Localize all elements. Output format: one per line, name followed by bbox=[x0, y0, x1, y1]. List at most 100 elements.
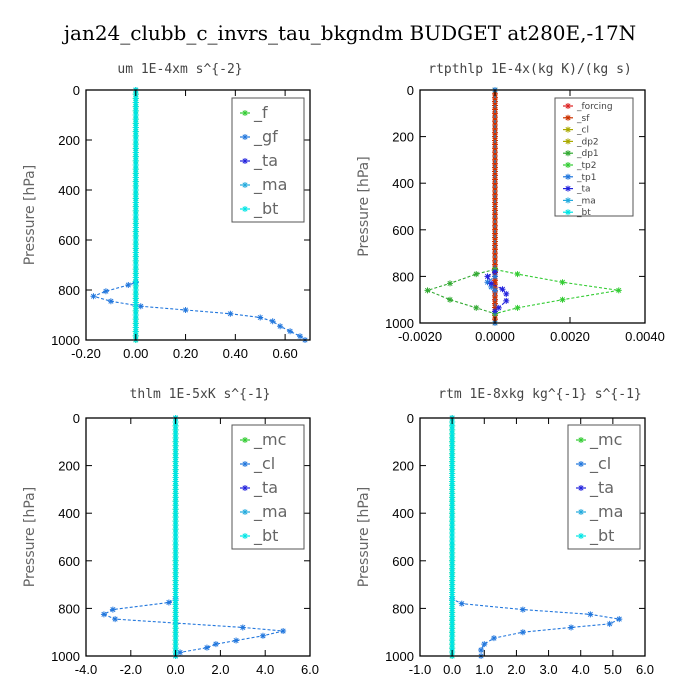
legend-label: _f bbox=[253, 103, 268, 123]
y-tick-label: 800 bbox=[58, 601, 80, 616]
data-point bbox=[132, 103, 139, 110]
data-point bbox=[172, 522, 179, 529]
data-point bbox=[492, 211, 498, 218]
data-point bbox=[172, 426, 179, 433]
data-point bbox=[212, 641, 219, 648]
legend-label: _forcing bbox=[576, 102, 613, 112]
legend-entry: _cl bbox=[563, 126, 589, 136]
series-line bbox=[102, 418, 284, 657]
data-point bbox=[587, 611, 594, 618]
legend-label: _cl bbox=[576, 126, 589, 136]
legend-label: _mc bbox=[589, 430, 622, 450]
data-point bbox=[503, 290, 510, 297]
data-point bbox=[132, 174, 139, 181]
series-bt bbox=[172, 415, 179, 659]
data-point bbox=[269, 318, 276, 325]
data-point bbox=[172, 450, 179, 457]
legend-entry: _bt bbox=[563, 208, 591, 218]
data-point bbox=[172, 633, 179, 640]
data-point bbox=[616, 616, 623, 623]
data-point bbox=[182, 307, 189, 313]
legend-marker bbox=[242, 134, 248, 140]
data-point bbox=[132, 228, 139, 235]
legend-marker bbox=[578, 533, 584, 539]
series-line bbox=[425, 90, 496, 315]
legend-marker bbox=[565, 162, 571, 168]
legend-label: _dp1 bbox=[576, 149, 599, 159]
data-point bbox=[492, 145, 498, 152]
data-point bbox=[449, 621, 456, 628]
legend-marker bbox=[565, 114, 571, 121]
data-point bbox=[503, 297, 510, 304]
legend-marker bbox=[565, 103, 571, 109]
data-point bbox=[172, 553, 179, 560]
data-point bbox=[203, 644, 210, 651]
legend-marker bbox=[565, 150, 571, 157]
data-point bbox=[449, 522, 456, 529]
legend-entry: _ma bbox=[576, 502, 623, 522]
legend-label: _bt bbox=[576, 208, 591, 218]
data-point bbox=[172, 557, 179, 564]
data-point bbox=[132, 303, 139, 310]
data-point bbox=[259, 632, 266, 639]
data-point bbox=[449, 617, 456, 624]
panel-title: thlm 1E-5xK s^{-1} bbox=[130, 387, 271, 402]
legend-marker bbox=[578, 485, 584, 491]
data-point bbox=[492, 230, 498, 237]
data-point bbox=[172, 617, 179, 624]
legend-entry: _bt bbox=[576, 526, 614, 546]
data-point bbox=[473, 271, 480, 278]
y-tick-label: 1000 bbox=[385, 649, 414, 664]
data-point bbox=[449, 502, 456, 509]
data-point bbox=[172, 514, 179, 521]
data-point bbox=[449, 454, 456, 461]
data-point bbox=[172, 613, 179, 620]
data-point bbox=[132, 95, 139, 102]
series-line bbox=[494, 90, 619, 323]
data-point bbox=[449, 450, 456, 457]
data-point bbox=[132, 232, 139, 239]
x-tick-label: 0.0 bbox=[167, 662, 185, 677]
data-point bbox=[492, 195, 498, 202]
data-point bbox=[132, 107, 139, 114]
data-point bbox=[449, 430, 456, 437]
series-ta bbox=[484, 268, 510, 315]
data-point bbox=[449, 605, 456, 612]
legend: _mc _cl _ta _ma _bt bbox=[567, 424, 641, 550]
plot-frame bbox=[85, 89, 311, 341]
data-point bbox=[449, 633, 456, 640]
data-point bbox=[449, 530, 456, 537]
series-bt bbox=[449, 415, 456, 659]
y-tick-label: 0 bbox=[73, 83, 80, 98]
legend-entry: _ta bbox=[563, 185, 591, 195]
data-point bbox=[514, 304, 521, 311]
data-point bbox=[449, 625, 456, 632]
data-point bbox=[172, 446, 179, 453]
data-point bbox=[492, 246, 498, 253]
data-point bbox=[449, 645, 456, 652]
data-point bbox=[132, 112, 139, 118]
data-point bbox=[492, 287, 498, 294]
data-point bbox=[449, 422, 456, 429]
data-point bbox=[447, 280, 453, 287]
data-point bbox=[132, 266, 139, 273]
data-point bbox=[449, 541, 456, 548]
data-point bbox=[449, 486, 456, 493]
data-point bbox=[449, 609, 456, 616]
legend-entry: _dp1 bbox=[563, 149, 599, 159]
y-tick-label: 1000 bbox=[385, 316, 414, 331]
legend: _mc _cl _ta _ma _bt bbox=[231, 424, 305, 550]
data-point bbox=[424, 287, 431, 294]
data-point bbox=[449, 553, 456, 560]
data-point bbox=[449, 573, 456, 580]
data-point bbox=[449, 641, 456, 648]
data-point bbox=[172, 474, 179, 481]
panel-title: rtpthlp 1E-4x(kg K)/(kg s) bbox=[428, 62, 632, 77]
data-point bbox=[132, 241, 139, 248]
legend-entry: _cl bbox=[576, 454, 611, 474]
data-point bbox=[132, 316, 139, 323]
data-point bbox=[492, 156, 498, 163]
data-point bbox=[449, 597, 456, 604]
data-point bbox=[449, 426, 456, 433]
x-tick-label: 2.0 bbox=[507, 662, 525, 677]
